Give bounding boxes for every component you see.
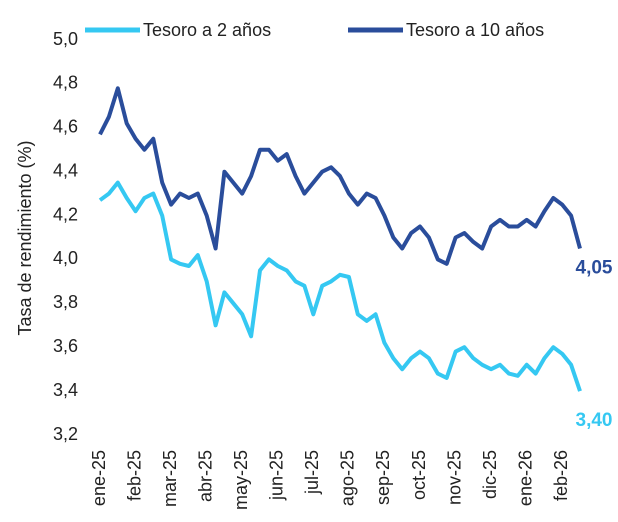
series-line: [98, 180, 582, 392]
y-tick-label: 4,0: [53, 248, 78, 268]
x-tick-label: mar-25: [160, 450, 180, 507]
x-tick-label: dic-25: [480, 450, 500, 499]
y-tick-label: 4,6: [53, 117, 78, 137]
y-tick-label: 5,0: [53, 29, 78, 49]
x-tick-label: feb-26: [551, 450, 571, 501]
x-tick-label: jul-25: [302, 450, 322, 495]
series-line: [98, 86, 582, 266]
x-tick-label: sep-25: [373, 450, 393, 505]
x-tick-label: nov-25: [444, 450, 464, 505]
y-tick-label: 3,4: [53, 380, 78, 400]
value-label: 4,05: [576, 257, 613, 278]
y-tick-label: 3,2: [53, 424, 78, 444]
y-tick-label: 4,4: [53, 160, 78, 180]
legend-label: Tesoro a 2 años: [143, 20, 271, 40]
y-tick-label: 4,8: [53, 73, 78, 93]
x-tick-label: ene-25: [89, 450, 109, 506]
value-label: 3,40: [576, 410, 613, 431]
x-tick-label: jun-25: [267, 450, 287, 501]
y-tick-label: 3,6: [53, 336, 78, 356]
x-tick-label: ago-25: [338, 450, 358, 506]
y-tick-label: 3,8: [53, 292, 78, 312]
x-tick-label: ene-26: [515, 450, 535, 506]
y-tick-label: 4,2: [53, 204, 78, 224]
legend-label: Tesoro a 10 años: [406, 20, 544, 40]
y-axis-label: Tasa de rendimiento (%): [15, 140, 35, 335]
x-tick-label: may-25: [231, 450, 251, 510]
x-tick-label: feb-25: [124, 450, 144, 501]
x-tick-label: abr-25: [195, 450, 215, 502]
x-tick-label: oct-25: [409, 450, 429, 500]
